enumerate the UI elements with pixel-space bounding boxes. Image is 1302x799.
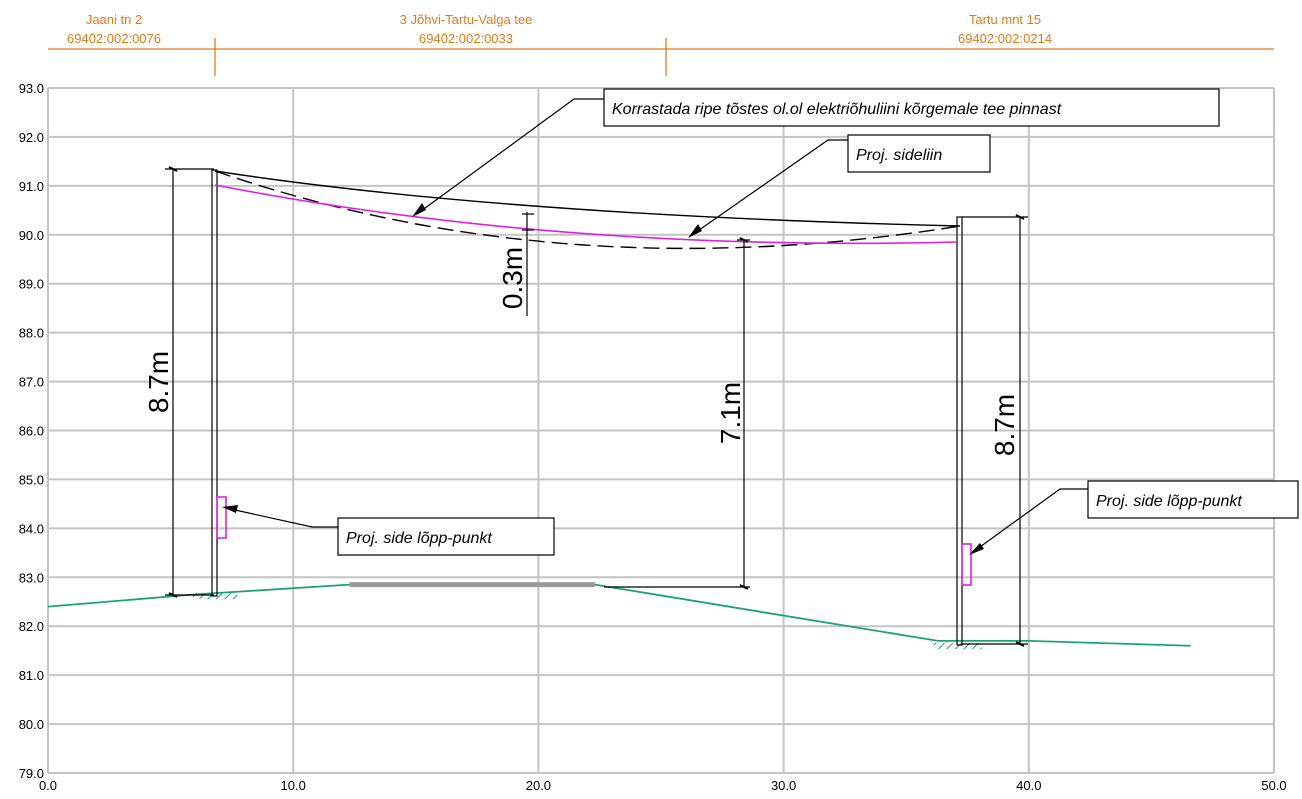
- parcel-name: Jaani tn 2: [86, 12, 142, 27]
- poles: [211, 169, 963, 646]
- y-tick-label: 85.0: [19, 472, 44, 487]
- y-tick-label: 86.0: [19, 424, 44, 439]
- parcel-header: Jaani tn 2 69402:002:0076 3 Jõhvi-Tartu-…: [48, 12, 1274, 76]
- y-tick-label: 92.0: [19, 130, 44, 145]
- y-tick-label: 84.0: [19, 521, 44, 536]
- callout-endpoint-left: Proj. side lõpp-punkt: [222, 505, 555, 556]
- dimension-label-left: 8.7m: [143, 351, 174, 413]
- ground-profile: [47, 582, 1191, 649]
- y-tick-label: 81.0: [19, 668, 44, 683]
- x-tick-label: 50.0: [1261, 778, 1286, 793]
- callout-endpoint-right-text: Proj. side lõpp-punkt: [1096, 493, 1242, 510]
- y-tick-label: 87.0: [19, 375, 44, 390]
- y-tick-label: 90.0: [19, 228, 44, 243]
- dimension-label-sag: 0.3m: [497, 247, 528, 309]
- parcel-code: 69402:002:0076: [67, 31, 161, 46]
- callout-power-line: Korrastada ripe tõstes ol.ol elektriõhul…: [412, 88, 1220, 217]
- x-tick-label: 40.0: [1016, 778, 1041, 793]
- x-tick-label: 10.0: [281, 778, 306, 793]
- parcel-name: Tartu mnt 15: [969, 12, 1041, 27]
- parcel-code: 69402:002:0214: [958, 31, 1052, 46]
- grid: [47, 87, 1275, 774]
- pole-left: [211, 169, 218, 597]
- dimension-right: 8.7m: [962, 214, 1028, 647]
- y-tick-label: 88.0: [19, 326, 44, 341]
- dimension-left: 8.7m: [143, 166, 214, 598]
- callout-telecom-line: Proj. sideliin: [688, 134, 991, 238]
- y-tick-label: 83.0: [19, 570, 44, 585]
- power-line-old-sag: [214, 170, 961, 250]
- endpoint-box-left: [216, 496, 227, 539]
- x-tick-label: 0.0: [39, 778, 57, 793]
- endpoint-box-right: [961, 543, 972, 586]
- callout-endpoint-right: Proj. side lõpp-punkt: [969, 480, 1299, 555]
- dimension-center: 7.1m: [604, 237, 750, 590]
- x-tick-label: 30.0: [771, 778, 796, 793]
- y-tick-label: 89.0: [19, 277, 44, 292]
- axis-ticks: 0.0 10.0 20.0 30.0 40.0 50.0 93.0 92.0 91.0 90.0 8…: [19, 81, 1287, 793]
- callout-endpoint-left-text: Proj. side lõpp-punkt: [346, 530, 492, 547]
- y-tick-label: 80.0: [19, 717, 44, 732]
- parcel-name: 3 Jõhvi-Tartu-Valga tee: [400, 12, 533, 27]
- y-tick-label: 93.0: [19, 81, 44, 96]
- telecom-line: [214, 184, 959, 245]
- overhead-lines: [214, 170, 961, 250]
- parcel-code: 69402:002:0033: [419, 31, 513, 46]
- callout-telecom-text: Proj. sideliin: [856, 147, 942, 164]
- y-tick-label: 91.0: [19, 179, 44, 194]
- y-tick-label: 79.0: [19, 766, 44, 781]
- pole-right: [956, 216, 963, 646]
- dimension-label-right: 8.7m: [989, 394, 1020, 456]
- ground-hatch-right: [934, 643, 982, 649]
- dimension-sag: 0.3m: [497, 212, 534, 316]
- dimension-label-center: 7.1m: [715, 382, 746, 444]
- power-line-existing: [214, 170, 961, 227]
- y-tick-label: 82.0: [19, 619, 44, 634]
- x-tick-label: 20.0: [526, 778, 551, 793]
- callout-power-line-text: Korrastada ripe tõstes ol.ol elektriõhul…: [612, 101, 1062, 118]
